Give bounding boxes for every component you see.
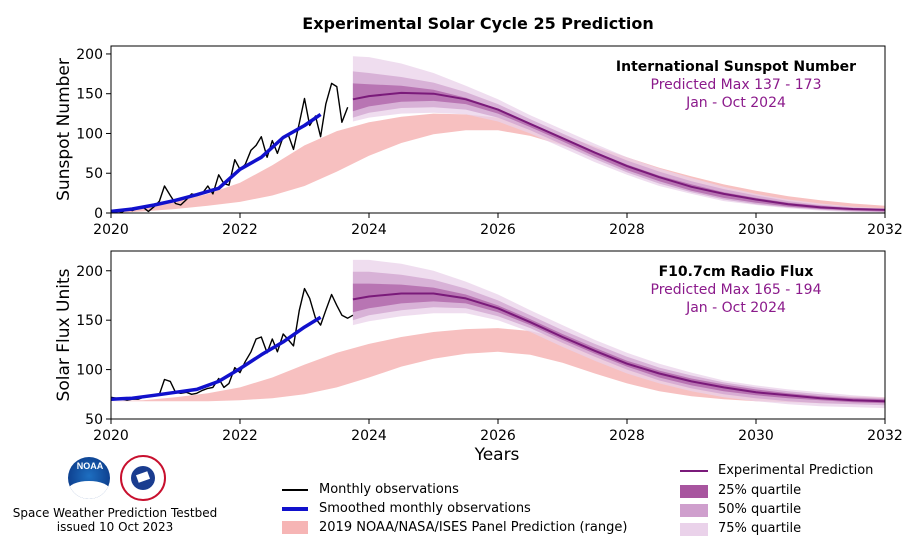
smoothed-observations-line (111, 112, 322, 213)
legend-label-panel: 2019 NOAA/NASA/ISES Panel Prediction (ra… (319, 520, 628, 535)
y-tick-label: 100 (76, 126, 103, 142)
x-tick-label: 2026 (480, 222, 516, 238)
experimental-prediction-line (352, 91, 885, 211)
x-tick-label: 2032 (867, 222, 903, 238)
annotation-title: International Sunspot Number (616, 59, 856, 75)
quartile-25-band (352, 283, 885, 404)
legend-label-q50: 50% quartile (718, 502, 802, 517)
monthly-observations-line (111, 82, 349, 213)
plot-area (111, 259, 885, 409)
chart-title: Experimental Solar Cycle 25 Prediction (302, 14, 653, 33)
y-tick-label: 50 (85, 412, 103, 428)
legend-right: Experimental Prediction 25% quartile 50%… (680, 462, 900, 542)
x-tick-label: 2028 (609, 428, 645, 444)
y-axis-title: Sunspot Number (54, 58, 74, 201)
y-tick-label: 200 (76, 47, 103, 63)
x-tick-label: 2024 (351, 428, 387, 444)
legend-swatch-q50 (680, 504, 708, 517)
y-tick-label: 0 (94, 206, 103, 222)
org-name: Space Weather Prediction Testbed (12, 506, 218, 520)
x-tick-label: 2030 (738, 222, 774, 238)
legend-label-smoothed: Smoothed monthly observations (319, 501, 531, 516)
y-tick-label: 50 (85, 166, 103, 182)
annotation-predicted-max: Predicted Max 137 - 173 (651, 77, 822, 93)
legend-label-monthly: Monthly observations (319, 482, 459, 497)
y-tick-label: 100 (76, 363, 103, 379)
x-tick-label: 2030 (738, 428, 774, 444)
legend-swatch-q75 (680, 523, 708, 536)
y-tick-label: 150 (76, 313, 103, 329)
x-tick-label: 2020 (93, 428, 129, 444)
noaa-logo: NOAA (68, 457, 110, 499)
legend-swatch-q25 (680, 485, 708, 498)
smoothed-observations-line (111, 315, 322, 401)
legend-swatch-prediction (680, 470, 708, 472)
x-tick-label: 2022 (222, 428, 258, 444)
legend-label-prediction: Experimental Prediction (718, 463, 874, 478)
y-axis-title: Solar Flux Units (54, 268, 74, 401)
experimental-prediction-line (352, 292, 885, 403)
legend-left: Monthly observations Smoothed monthly ob… (282, 480, 642, 540)
y-tick-label: 150 (76, 87, 103, 103)
x-axis-title: Years (474, 445, 520, 465)
x-tick-label: 2024 (351, 222, 387, 238)
annotation-date-range: Jan - Oct 2024 (685, 95, 786, 111)
x-tick-label: 2022 (222, 222, 258, 238)
legend-label-q75: 75% quartile (718, 521, 802, 536)
x-tick-label: 2028 (609, 222, 645, 238)
x-tick-label: 2026 (480, 428, 516, 444)
legend-swatch-panel (282, 521, 308, 534)
annotation-predicted-max: Predicted Max 165 - 194 (651, 282, 822, 298)
sunspot-panel: 0 50 100 150 200 2020 2022 2024 2026 2028 2030 2032… (54, 45, 903, 238)
legend-swatch-monthly (282, 489, 308, 491)
legend-swatch-smoothed (282, 507, 308, 511)
annotation-title: F10.7cm Radio Flux (659, 264, 814, 280)
issued-date: issued 10 Oct 2023 (56, 520, 174, 534)
x-tick-label: 2032 (867, 428, 903, 444)
quartile-25-band (352, 83, 885, 212)
legend-label-q25: 25% quartile (718, 483, 802, 498)
plot-area (111, 56, 885, 213)
y-tick-label: 200 (76, 264, 103, 280)
radio-flux-panel: 50 100 150 200 2020 2022 2024 2026 2028 2030 2032 S… (54, 250, 903, 444)
noaa-logo-label: NOAA (76, 461, 104, 471)
quartile-75-band (352, 56, 885, 213)
x-tick-label: 2020 (93, 222, 129, 238)
nws-logo (120, 455, 166, 501)
annotation-date-range: Jan - Oct 2024 (685, 300, 786, 316)
